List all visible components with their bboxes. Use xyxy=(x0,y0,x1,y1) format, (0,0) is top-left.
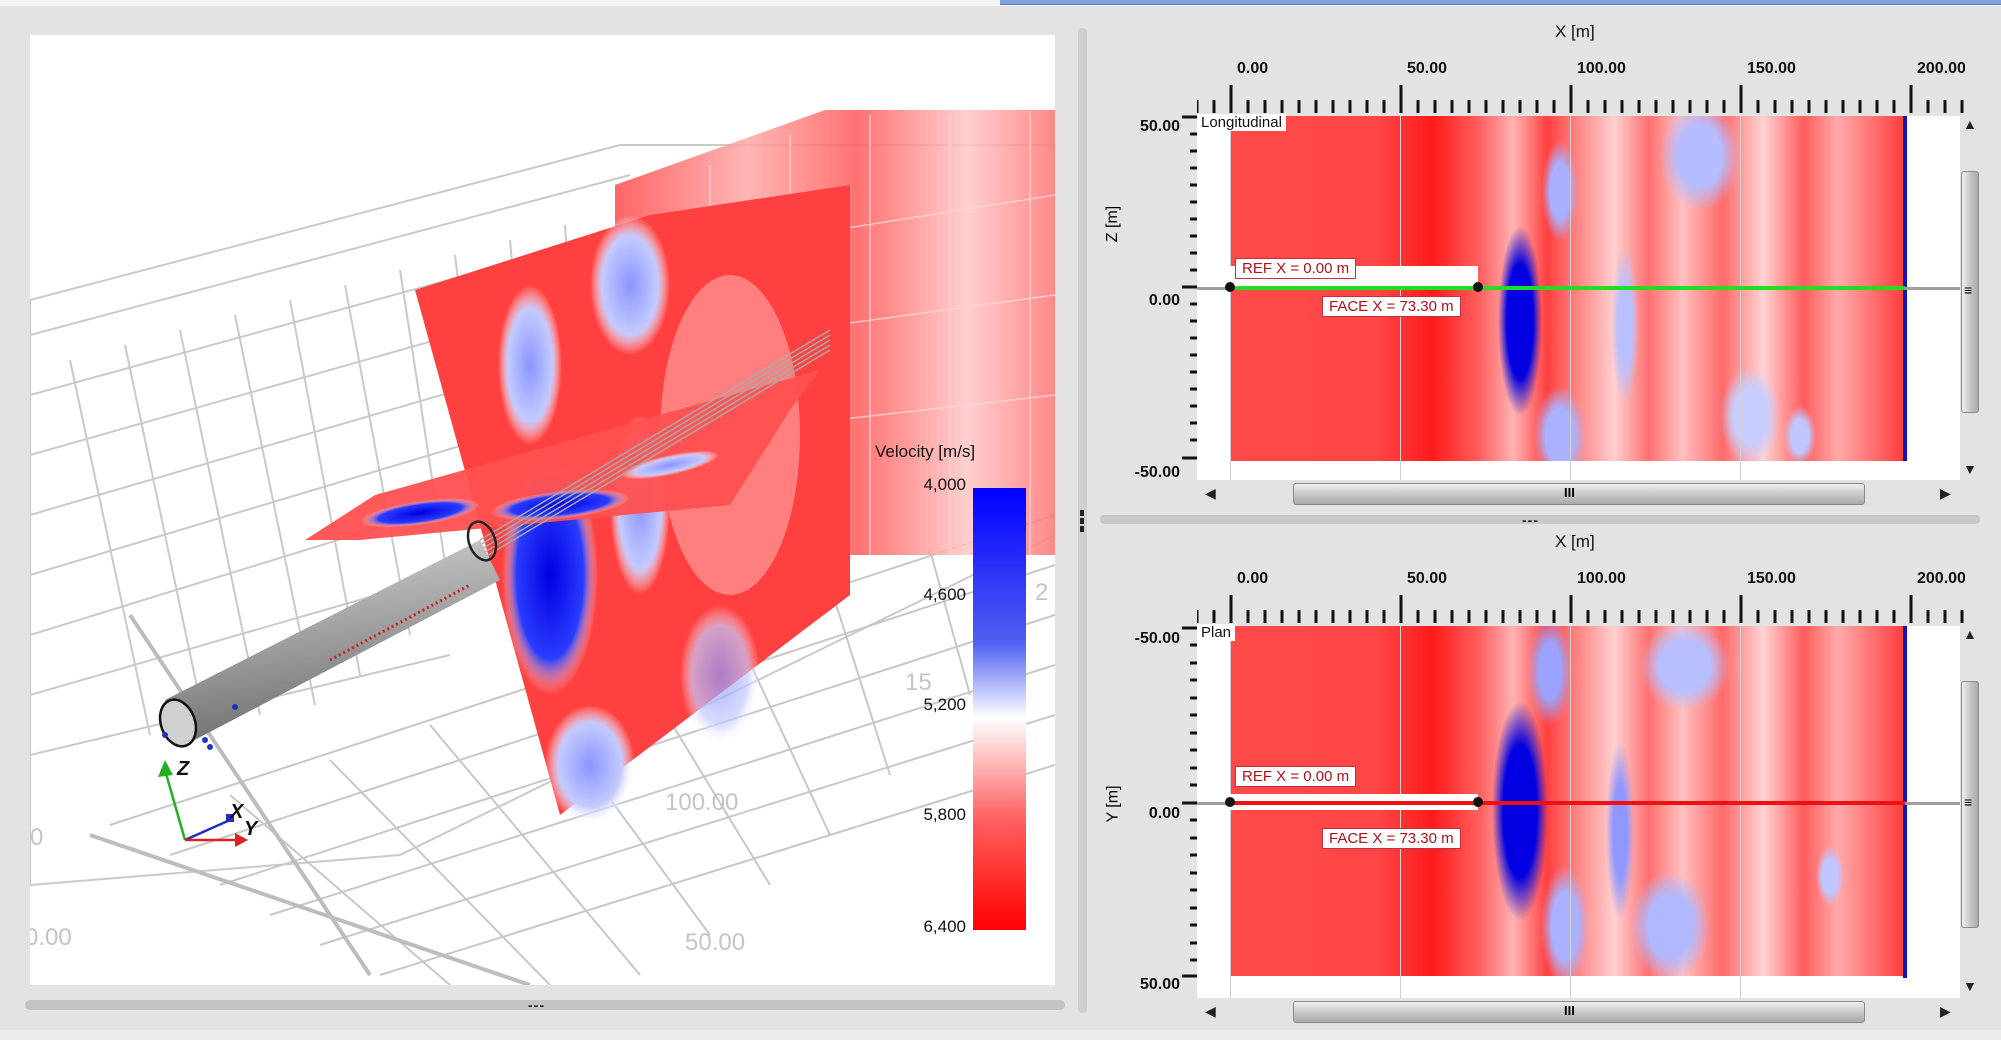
legend-tick: 6,400 xyxy=(923,917,966,936)
face-point[interactable] xyxy=(1473,282,1483,292)
scroll-down-button[interactable]: ▼ xyxy=(1963,461,1977,477)
3d-axis-label: 50.00 xyxy=(685,929,745,956)
legend-tick: 4,600 xyxy=(923,585,966,604)
svg-text:Z: Z xyxy=(176,758,190,780)
3d-axis-label: 0.00 xyxy=(30,924,72,951)
probe-lines xyxy=(479,329,831,561)
face-label: FACE X = 73.30 m xyxy=(1322,828,1461,849)
horizontal-scrollbar[interactable]: ◀ III ▶ xyxy=(1197,1000,1960,1024)
y-tick-label: 0.00 xyxy=(1148,805,1180,822)
y-tick-label: 50.00 xyxy=(1139,118,1180,135)
y-ruler xyxy=(1182,115,1200,460)
vertical-scrollbar[interactable]: ▲ ≡ ▼ xyxy=(1960,116,1980,480)
vertical-scroll-thumb[interactable]: ≡ xyxy=(1961,171,1979,413)
face-point[interactable] xyxy=(1473,797,1483,807)
scroll-up-button[interactable]: ▲ xyxy=(1963,116,1977,132)
scroll-down-button[interactable]: ▼ xyxy=(1963,978,1977,994)
x-tick-label: 0.00 xyxy=(1237,60,1269,77)
horizontal-scroll-thumb[interactable]: III xyxy=(1293,483,1865,505)
legend-tick: 5,200 xyxy=(923,695,966,714)
3d-scene[interactable]: 100.00 50.00 15 2 0 0.00 Z X Y xyxy=(30,35,1055,985)
x-tick-label: 200.00 xyxy=(1917,570,1965,587)
x-tick-label: 100.00 xyxy=(1577,60,1626,77)
legend-tick: 4,000 xyxy=(923,475,966,494)
vertical-scrollbar[interactable]: ▲ ≡ ▼ xyxy=(1960,626,1980,998)
tunnel-axis-line xyxy=(1230,801,1905,805)
tunnel-cylinder xyxy=(158,520,500,750)
scroll-right-button[interactable]: ▶ xyxy=(1940,1003,1951,1019)
3d-axis-label: 100.00 xyxy=(665,789,738,816)
scroll-up-button[interactable]: ▲ xyxy=(1963,626,1977,642)
panel-label: Longitudinal xyxy=(1197,114,1286,131)
plot-area[interactable]: REF X = 0.00 m FACE X = 73.30 m Plan xyxy=(1197,624,1960,998)
svg-text:Y: Y xyxy=(244,818,259,840)
y-tick-label: -50.00 xyxy=(1134,630,1180,647)
ref-point[interactable] xyxy=(1225,282,1235,292)
window-bottom-strip xyxy=(0,1030,2001,1040)
x-axis-title: X [m] xyxy=(1555,22,1595,41)
ref-point[interactable] xyxy=(1225,797,1235,807)
x-tick-label: 50.00 xyxy=(1407,570,1448,587)
vertical-splitter-grip[interactable] xyxy=(1079,508,1085,534)
ref-label: REF X = 0.00 m xyxy=(1235,258,1357,279)
horizontal-scroll-thumb[interactable]: III xyxy=(1293,1001,1865,1023)
right-splitter[interactable] xyxy=(1100,515,1980,524)
3d-axis-label: 0 xyxy=(30,824,43,851)
ref-label: REF X = 0.00 m xyxy=(1235,766,1357,787)
x-tick-label: 100.00 xyxy=(1577,570,1626,587)
splitter-grip[interactable]: --- xyxy=(1522,512,1539,528)
svg-text:X: X xyxy=(229,801,245,823)
x-tick-label: 150.00 xyxy=(1747,60,1796,77)
3d-axis-label: 2 xyxy=(1035,579,1048,606)
vertical-scroll-thumb[interactable]: ≡ xyxy=(1961,681,1979,928)
3d-axis-label: 15 xyxy=(905,669,932,696)
x-tick-label: 0.00 xyxy=(1237,570,1269,587)
scroll-left-button[interactable]: ◀ xyxy=(1205,1003,1216,1019)
bottom-splitter[interactable] xyxy=(25,1000,1065,1010)
splitter-grip[interactable]: --- xyxy=(528,997,545,1013)
x-ruler xyxy=(1197,595,1964,623)
plan-chart: X [m] 0.00 50.00 100.00 150.00 200.00 Y … xyxy=(1100,530,1980,1030)
x-axis-title: X [m] xyxy=(1555,532,1595,551)
scroll-left-button[interactable]: ◀ xyxy=(1205,485,1216,501)
y-tick-label: 50.00 xyxy=(1139,976,1180,993)
scroll-right-button[interactable]: ▶ xyxy=(1940,485,1951,501)
tunnel-axis-line xyxy=(1230,286,1905,290)
face-label: FACE X = 73.30 m xyxy=(1322,296,1461,317)
x-tick-label: 200.00 xyxy=(1917,60,1965,77)
3d-view-panel[interactable]: 100.00 50.00 15 2 0 0.00 Z X Y Velocity … xyxy=(30,35,1055,985)
x-tick-label: 50.00 xyxy=(1407,60,1448,77)
legend-title: Velocity [m/s] xyxy=(875,442,976,461)
horizontal-scrollbar[interactable]: ◀ III ▶ xyxy=(1197,482,1960,506)
longitudinal-chart: X [m] 0.00 50.00 100.00 150.00 200.00 Z … xyxy=(1100,20,1980,520)
x-ruler xyxy=(1197,85,1964,113)
panel-label: Plan xyxy=(1197,624,1236,641)
plot-area[interactable]: REF X = 0.00 m FACE X = 73.30 m Longitud… xyxy=(1197,114,1960,480)
y-axis-title: Z [m] xyxy=(1104,205,1122,243)
y-tick-label: 0.00 xyxy=(1148,292,1180,309)
y-tick-label: -50.00 xyxy=(1134,464,1180,481)
legend-tick: 5,800 xyxy=(923,805,966,824)
velocity-legend xyxy=(973,488,1026,930)
window-title-bar-edge xyxy=(1000,0,2001,5)
x-tick-label: 150.00 xyxy=(1747,570,1796,587)
axis-triad: Z X Y xyxy=(158,758,259,847)
